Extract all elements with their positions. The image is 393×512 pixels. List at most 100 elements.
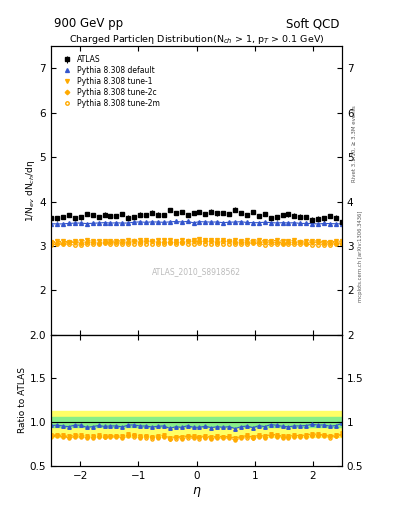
Title: Charged Particleη Distribution(N$_{ch}$ > 1, p$_T$ > 0.1 GeV): Charged Particleη Distribution(N$_{ch}$ … <box>69 33 324 46</box>
Pythia 8.308 tune-2c <box>49 240 53 246</box>
Pythia 8.308 tune-2c <box>227 238 231 244</box>
Pythia 8.308 default <box>162 219 166 225</box>
Pythia 8.308 tune-1 <box>340 238 344 244</box>
Pythia 8.308 tune-2m <box>126 241 130 247</box>
Pythia 8.308 tune-2c <box>191 238 196 244</box>
Legend: ATLAS, Pythia 8.308 default, Pythia 8.308 tune-1, Pythia 8.308 tune-2c, Pythia 8: ATLAS, Pythia 8.308 default, Pythia 8.30… <box>58 53 162 110</box>
Pythia 8.308 default <box>340 221 344 227</box>
Pythia 8.308 tune-1 <box>244 237 249 243</box>
Pythia 8.308 tune-2c <box>316 239 321 245</box>
Pythia 8.308 default <box>227 219 231 225</box>
Pythia 8.308 tune-1 <box>304 238 309 244</box>
Pythia 8.308 tune-2c <box>340 240 344 246</box>
Line: Pythia 8.308 default: Pythia 8.308 default <box>49 220 344 226</box>
Pythia 8.308 tune-2c <box>268 239 273 245</box>
Pythia 8.308 default <box>156 219 160 225</box>
Pythia 8.308 tune-1 <box>66 239 71 245</box>
Pythia 8.308 tune-1 <box>191 237 196 243</box>
Pythia 8.308 tune-2c <box>239 239 243 245</box>
Pythia 8.308 tune-2m <box>304 241 309 247</box>
Pythia 8.308 tune-2c <box>250 239 255 245</box>
Pythia 8.308 default <box>108 220 113 226</box>
Pythia 8.308 tune-2m <box>191 241 196 247</box>
Pythia 8.308 tune-2m <box>227 241 231 247</box>
Pythia 8.308 tune-1 <box>102 238 107 244</box>
Pythia 8.308 default <box>167 219 172 225</box>
Pythia 8.308 tune-2c <box>298 239 303 245</box>
Pythia 8.308 tune-1 <box>90 238 95 244</box>
Pythia 8.308 tune-1 <box>250 238 255 244</box>
Pythia 8.308 tune-1 <box>334 238 338 244</box>
Pythia 8.308 tune-2c <box>96 240 101 246</box>
Pythia 8.308 tune-2c <box>61 240 65 246</box>
Pythia 8.308 default <box>334 221 338 227</box>
Pythia 8.308 tune-2m <box>203 241 208 247</box>
Text: Rivet 3.1.10, ≥ 3.3M events: Rivet 3.1.10, ≥ 3.3M events <box>352 105 357 182</box>
Pythia 8.308 default <box>221 220 226 226</box>
Pythia 8.308 tune-2c <box>244 239 249 245</box>
Pythia 8.308 default <box>233 219 237 225</box>
Pythia 8.308 tune-1 <box>328 239 332 245</box>
Pythia 8.308 tune-1 <box>239 238 243 244</box>
Pythia 8.308 tune-2m <box>185 241 190 247</box>
Pythia 8.308 tune-2m <box>162 241 166 247</box>
Pythia 8.308 tune-2c <box>114 239 119 245</box>
Pythia 8.308 tune-2m <box>55 241 59 247</box>
Pythia 8.308 tune-2c <box>280 240 285 246</box>
Pythia 8.308 tune-2m <box>61 241 65 247</box>
Pythia 8.308 tune-2c <box>292 239 297 245</box>
Pythia 8.308 tune-2m <box>49 242 53 248</box>
Pythia 8.308 default <box>79 220 83 226</box>
Pythia 8.308 tune-2m <box>244 241 249 247</box>
Pythia 8.308 tune-2m <box>268 241 273 247</box>
Y-axis label: Ratio to ATLAS: Ratio to ATLAS <box>18 367 27 433</box>
Pythia 8.308 tune-1 <box>162 237 166 243</box>
Pythia 8.308 default <box>328 221 332 227</box>
Pythia 8.308 tune-2c <box>173 239 178 245</box>
Pythia 8.308 tune-2c <box>274 239 279 245</box>
Pythia 8.308 tune-2m <box>322 242 327 248</box>
Pythia 8.308 default <box>191 220 196 226</box>
Pythia 8.308 tune-2c <box>286 239 291 245</box>
Pythia 8.308 tune-2m <box>286 242 291 248</box>
Pythia 8.308 tune-1 <box>61 239 65 245</box>
Pythia 8.308 tune-2c <box>72 239 77 245</box>
Pythia 8.308 tune-2m <box>215 241 220 247</box>
Pythia 8.308 default <box>239 219 243 225</box>
Pythia 8.308 tune-2c <box>334 240 338 246</box>
Pythia 8.308 default <box>96 220 101 226</box>
Pythia 8.308 tune-2m <box>144 241 149 247</box>
Pythia 8.308 tune-1 <box>79 238 83 244</box>
Pythia 8.308 default <box>203 219 208 225</box>
Pythia 8.308 tune-2m <box>120 241 125 247</box>
Pythia 8.308 tune-2m <box>298 241 303 247</box>
Pythia 8.308 tune-2m <box>79 242 83 248</box>
Pythia 8.308 tune-2c <box>310 239 314 245</box>
Pythia 8.308 tune-2m <box>310 242 314 248</box>
Pythia 8.308 tune-2c <box>66 240 71 246</box>
Pythia 8.308 tune-2m <box>221 241 226 247</box>
Pythia 8.308 tune-2m <box>257 241 261 247</box>
Text: ATLAS_2010_S8918562: ATLAS_2010_S8918562 <box>152 267 241 276</box>
Pythia 8.308 tune-2c <box>132 239 136 245</box>
Pythia 8.308 tune-2m <box>233 241 237 247</box>
Pythia 8.308 tune-1 <box>144 238 149 244</box>
Pythia 8.308 default <box>102 220 107 226</box>
Pythia 8.308 tune-1 <box>280 238 285 244</box>
Pythia 8.308 default <box>126 220 130 226</box>
Pythia 8.308 default <box>298 220 303 226</box>
Text: mcplots.cern.ch [arXiv:1306.3436]: mcplots.cern.ch [arXiv:1306.3436] <box>358 210 363 302</box>
Pythia 8.308 tune-1 <box>126 237 130 243</box>
Pythia 8.308 default <box>316 221 321 227</box>
Pythia 8.308 default <box>215 219 220 225</box>
Pythia 8.308 tune-2m <box>209 241 214 247</box>
Pythia 8.308 tune-1 <box>156 237 160 243</box>
Pythia 8.308 tune-2m <box>263 242 267 248</box>
Pythia 8.308 tune-1 <box>138 237 143 243</box>
Pythia 8.308 tune-2c <box>156 239 160 245</box>
Pythia 8.308 default <box>179 219 184 225</box>
Pythia 8.308 tune-2c <box>120 239 125 245</box>
Pythia 8.308 default <box>49 221 53 227</box>
Pythia 8.308 tune-1 <box>221 238 226 244</box>
Pythia 8.308 tune-1 <box>179 237 184 243</box>
